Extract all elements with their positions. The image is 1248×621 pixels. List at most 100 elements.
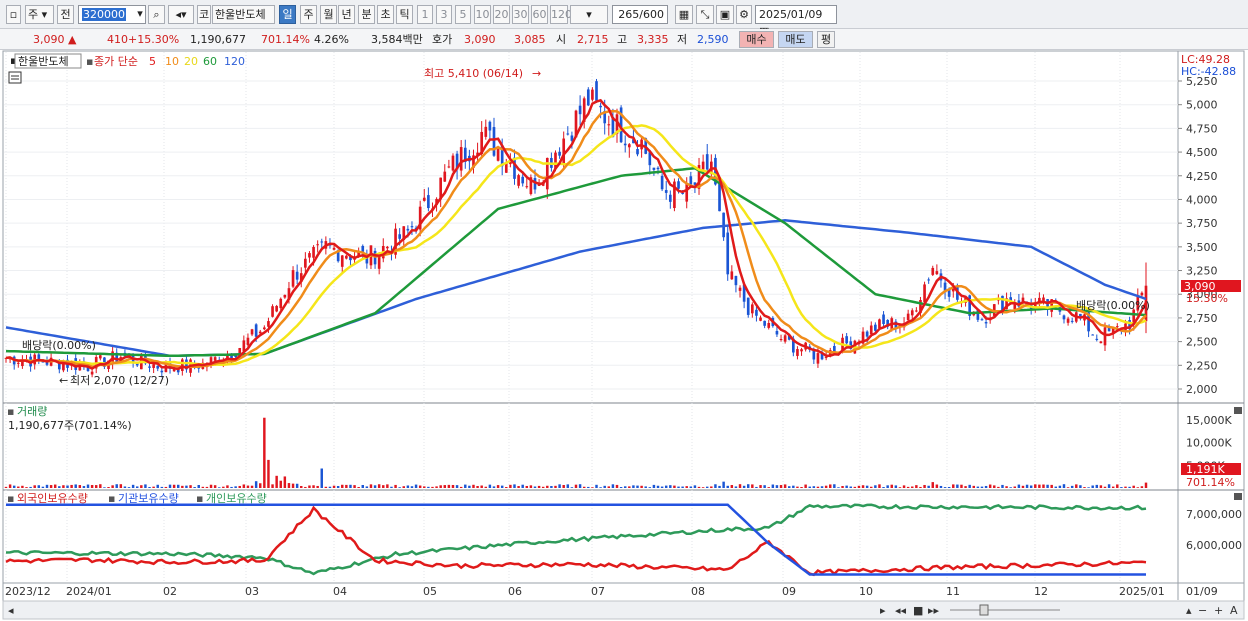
volume-bar xyxy=(652,484,656,488)
candle-body xyxy=(148,366,151,368)
candle-body xyxy=(185,359,188,370)
grid-icon[interactable]: ▦ xyxy=(675,5,693,24)
candle-body xyxy=(1066,318,1070,323)
volume-bar xyxy=(94,485,98,488)
price-pane-dot: ▪ xyxy=(86,55,93,68)
candle-body xyxy=(660,175,664,190)
search-icon[interactable]: ⌕ xyxy=(148,5,165,24)
eval-button[interactable]: 평 xyxy=(817,31,835,48)
save-icon[interactable]: ▣ xyxy=(716,5,734,24)
play-forward-icon[interactable]: ▸▸ xyxy=(928,604,940,617)
x-tick-label: 2025/01 xyxy=(1119,585,1165,598)
count-input[interactable]: 265/600 xyxy=(612,5,668,24)
market-select[interactable]: 주 ▾ xyxy=(25,5,54,24)
indicator-icon[interactable]: ⤡ xyxy=(696,5,714,24)
volume-bar xyxy=(911,486,914,488)
candle-body xyxy=(213,357,217,361)
volume-bar xyxy=(1120,487,1123,488)
volume-bar xyxy=(693,485,697,488)
y-tick-label: 5,000 xyxy=(1186,99,1218,112)
candle-body xyxy=(623,143,627,146)
volume-bar xyxy=(980,486,984,488)
tick-dropdown[interactable]: ▾ xyxy=(570,5,608,24)
candle-body xyxy=(295,271,299,280)
candle-body xyxy=(759,317,762,321)
pane-up-icon[interactable]: ▴ xyxy=(1186,604,1192,617)
period-4[interactable]: 분 xyxy=(358,5,375,24)
candle-body xyxy=(627,144,631,148)
volume-bar xyxy=(595,484,598,488)
holding-dot-2: ▪ xyxy=(108,492,115,505)
volume-bar xyxy=(747,484,750,488)
period-1[interactable]: 주 xyxy=(300,5,317,24)
candle-body xyxy=(529,177,533,195)
chevron-down-icon[interactable]: ▾ xyxy=(137,7,143,20)
tick-20[interactable]: 20 xyxy=(493,5,510,24)
font-size-icon[interactable]: A xyxy=(1230,604,1238,617)
date-input[interactable]: 2025/01/09 ▦ xyxy=(755,5,837,38)
volume-bar xyxy=(656,485,660,488)
zoom-handle[interactable] xyxy=(979,604,989,616)
volume-bar xyxy=(464,484,467,488)
tick-30[interactable]: 30 xyxy=(512,5,529,24)
sell-button[interactable]: 매도 xyxy=(778,31,813,48)
volume-bar xyxy=(599,487,602,488)
period-6[interactable]: 틱 xyxy=(396,5,413,24)
volume-bar xyxy=(357,487,360,488)
tick-5[interactable]: 5 xyxy=(455,5,471,24)
volume-bar xyxy=(287,483,291,488)
volume-bar xyxy=(968,484,971,488)
mode-button[interactable]: 전 xyxy=(57,5,74,24)
period-2[interactable]: 월 xyxy=(320,5,337,24)
candle-body xyxy=(525,186,529,188)
zoom-out-icon[interactable]: − xyxy=(1198,604,1207,617)
tick-120[interactable]: 120 xyxy=(550,5,572,24)
period-5[interactable]: 초 xyxy=(377,5,394,24)
buy-button[interactable]: 매수 xyxy=(739,31,774,48)
scroll-bar[interactable] xyxy=(2,600,1245,620)
candle-body xyxy=(1079,313,1082,317)
volume-bar xyxy=(295,483,299,488)
tick-1[interactable]: 1 xyxy=(417,5,433,24)
calculator-icon[interactable] xyxy=(8,71,22,84)
candle-body xyxy=(439,177,443,200)
gear-icon[interactable]: ⚙ xyxy=(736,5,752,24)
volume-bar xyxy=(722,481,725,488)
tick-60[interactable]: 60 xyxy=(531,5,548,24)
tick-3[interactable]: 3 xyxy=(436,5,452,24)
candle-body xyxy=(271,306,274,317)
tick-10[interactable]: 10 xyxy=(474,5,491,24)
zoom-in-icon[interactable]: + xyxy=(1214,604,1223,617)
candle-body xyxy=(545,157,549,190)
candle-body xyxy=(652,167,656,170)
volume-bar xyxy=(894,485,898,488)
chart-menu-icon[interactable]: ▫ xyxy=(6,5,21,24)
candle-body xyxy=(291,270,295,287)
prev-stock-icon[interactable]: ◂▾ xyxy=(168,5,194,24)
stop-icon[interactable]: ■ xyxy=(913,604,923,617)
volume-bar xyxy=(533,486,537,488)
candle-body xyxy=(472,155,475,168)
volume-bar xyxy=(451,484,455,488)
period-0[interactable]: 일 xyxy=(279,5,296,24)
stock-code-input[interactable]: 320000 xyxy=(78,5,146,24)
candle-body xyxy=(451,155,455,171)
scroll-right-icon[interactable]: ▸ xyxy=(880,604,886,617)
play-back-icon[interactable]: ◂◂ xyxy=(895,604,907,617)
volume-bar xyxy=(554,485,557,488)
holding-pane-close-icon[interactable] xyxy=(1234,493,1242,500)
candle-body xyxy=(209,357,213,364)
volume-bar xyxy=(923,484,926,488)
pane-menu-icon[interactable]: ▪ xyxy=(10,54,17,67)
lc-value: LC:49.28 xyxy=(1181,53,1230,66)
volume-pane-close-icon[interactable] xyxy=(1234,407,1242,414)
period-3[interactable]: 년 xyxy=(338,5,355,24)
volume-bar xyxy=(213,485,217,488)
scroll-left-icon[interactable]: ◂ xyxy=(8,604,14,617)
institution-label: 기관보유수량 xyxy=(118,492,179,505)
candle-body xyxy=(566,133,570,135)
ma60-line xyxy=(5,166,1147,358)
candle-body xyxy=(98,355,102,359)
x-tick-label: 09 xyxy=(782,585,796,598)
candle-body xyxy=(332,247,336,250)
